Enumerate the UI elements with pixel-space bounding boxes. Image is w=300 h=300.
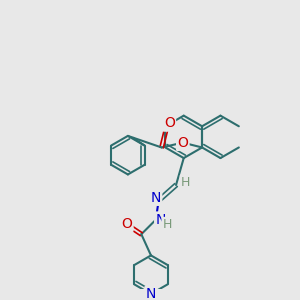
Text: O: O [122, 217, 132, 231]
Text: N: N [151, 190, 161, 205]
Text: N: N [155, 213, 166, 227]
Text: O: O [177, 136, 188, 150]
Text: H: H [163, 218, 172, 231]
Text: N: N [146, 287, 156, 300]
Text: H: H [181, 176, 190, 189]
Text: O: O [164, 116, 175, 130]
